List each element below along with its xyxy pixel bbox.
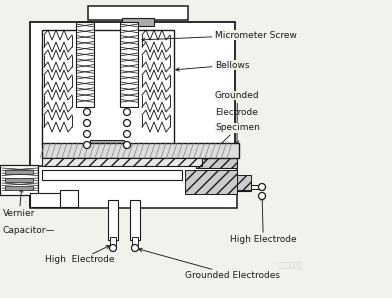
Circle shape [123,131,131,137]
Text: Electrode: Electrode [215,108,258,117]
Text: Grounded: Grounded [215,91,260,144]
Bar [76,22,94,107]
Text: Capacitor—: Capacitor— [3,226,56,235]
Bar [251,185,261,189]
Circle shape [83,108,91,116]
Bar [90,140,124,148]
Text: Bellows: Bellows [176,60,249,71]
Bar [42,158,202,166]
Text: 份电小屏屏屏: 份电小屏屏屏 [277,262,303,268]
Circle shape [258,193,265,199]
Bar [237,183,251,191]
Bar [120,22,138,107]
Bar [196,143,237,168]
Circle shape [83,131,91,137]
Circle shape [123,108,131,116]
Text: Vernier: Vernier [3,189,35,218]
Bar [5,178,33,182]
Bar [88,6,188,20]
Bar [0,165,38,195]
Circle shape [123,119,131,126]
Bar [122,18,154,26]
Text: Micrometer Screw: Micrometer Screw [142,30,297,41]
Bar [130,200,140,240]
Bar [60,190,78,207]
Circle shape [109,244,116,252]
Bar [110,237,116,245]
Bar [132,237,138,245]
Bar [185,170,237,194]
Bar [30,22,235,207]
Bar [237,175,251,190]
Text: Specimen: Specimen [205,123,260,159]
Text: High  Electrode: High Electrode [45,246,114,265]
Circle shape [83,119,91,126]
Bar [30,193,60,207]
Bar [5,170,33,174]
Bar [42,170,182,180]
Bar [108,200,118,240]
Circle shape [131,244,138,252]
Circle shape [83,142,91,148]
Polygon shape [90,148,124,155]
Bar [42,30,174,145]
Circle shape [258,184,265,190]
Bar [5,186,33,190]
Bar [42,143,239,158]
Bar [30,166,237,208]
Circle shape [123,142,131,148]
Text: Grounded Electrodes: Grounded Electrodes [139,248,280,280]
Text: High Electrode: High Electrode [230,197,297,244]
